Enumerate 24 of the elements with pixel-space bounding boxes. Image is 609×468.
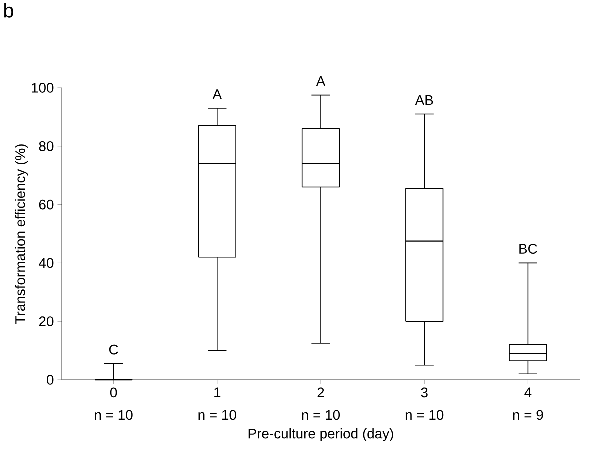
x-tick-label: 4 — [524, 388, 532, 398]
y-tick-label: 60 — [39, 200, 54, 210]
x-tick-label: 2 — [318, 388, 324, 398]
annotation: BC — [520, 244, 538, 254]
annotation: C — [109, 344, 118, 355]
annotation: A — [212, 90, 222, 100]
x-tick-label: 0 — [110, 388, 118, 398]
text: n = 9 — [513, 410, 544, 420]
x-tick-label: 3 — [421, 388, 428, 398]
text: n = 10 — [406, 410, 444, 420]
text: n = 10 — [302, 410, 340, 420]
y-tick-label: 0 — [47, 375, 54, 385]
y-tick-label: 20 — [39, 316, 54, 327]
y-tick-label: 100 — [32, 83, 54, 93]
x-axis-title: Pre-culture period (day) — [248, 428, 394, 442]
text: n = 10 — [95, 410, 133, 420]
y-tick-label: 80 — [39, 141, 54, 152]
annotation: AB — [415, 95, 434, 106]
y-axis-title: Transformation efficiency (%) — [15, 144, 28, 324]
y-tick-label: 40 — [39, 258, 54, 268]
text: A — [316, 76, 326, 86]
x-tick-label: 1 — [214, 388, 221, 398]
text: b — [4, 3, 14, 18]
text: n = 10 — [198, 410, 236, 420]
